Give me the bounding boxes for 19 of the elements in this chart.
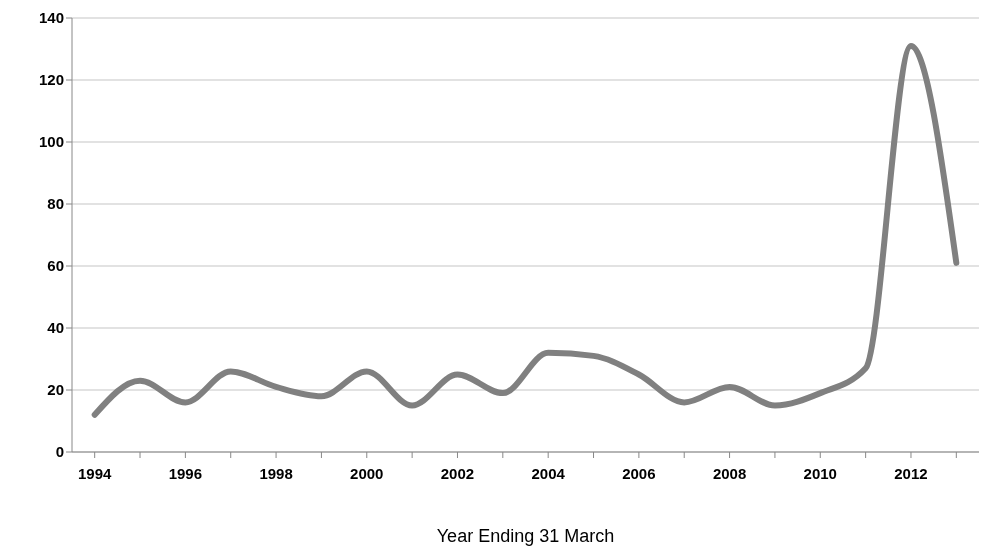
x-tick-label: 2010 xyxy=(803,464,837,482)
x-tick-label: 1994 xyxy=(77,464,113,482)
y-tick-label: 0 xyxy=(55,443,64,461)
x-tick-label: 2012 xyxy=(894,464,928,482)
y-tick-label: 80 xyxy=(47,195,64,213)
y-tick-label: 140 xyxy=(38,9,64,27)
x-tick-label: 2006 xyxy=(622,464,656,482)
y-tick-label: 120 xyxy=(38,71,64,89)
x-tick-label: 2008 xyxy=(712,464,747,482)
x-axis-title: Year Ending 31 March xyxy=(436,526,615,546)
y-tick-label: 100 xyxy=(38,133,64,151)
x-tick-label: 2000 xyxy=(350,464,384,482)
y-tick-label: 60 xyxy=(47,257,64,275)
y-tick-label: 20 xyxy=(47,381,64,399)
x-tick-label: 2002 xyxy=(440,464,475,482)
x-tick-label: 2004 xyxy=(531,464,566,482)
x-tick-label: 1998 xyxy=(259,464,293,482)
y-tick-label: 40 xyxy=(47,319,64,337)
x-tick-label: 1996 xyxy=(168,464,203,482)
